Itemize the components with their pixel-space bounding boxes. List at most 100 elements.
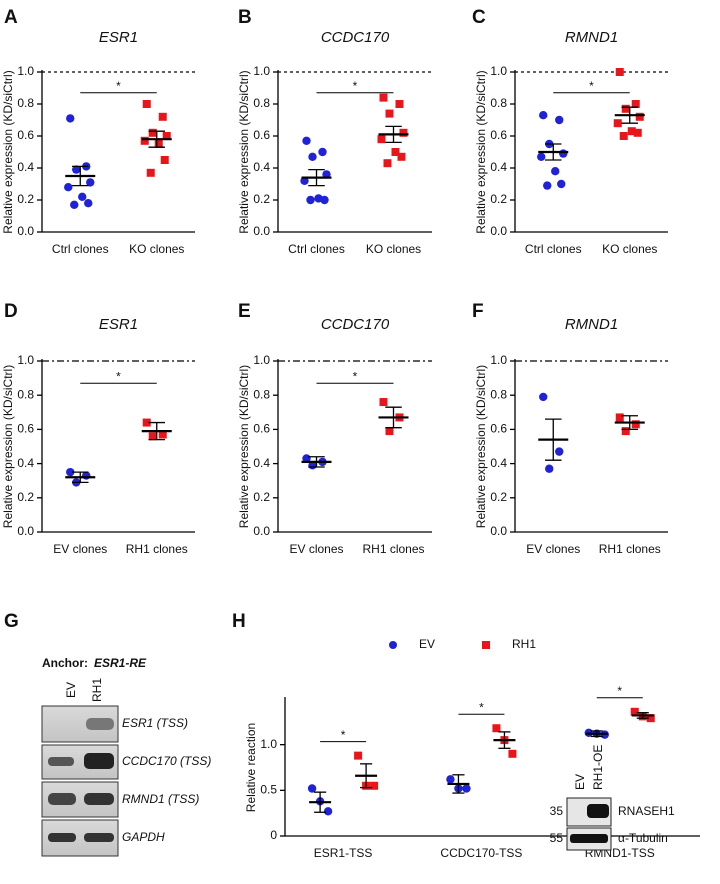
chart-title: RMND1 bbox=[565, 29, 618, 46]
y-tick-label: 0.0 bbox=[17, 224, 34, 238]
data-point bbox=[148, 128, 157, 137]
x-tick-label: Ctrl clones bbox=[525, 242, 582, 256]
data-point bbox=[399, 128, 408, 137]
data-point bbox=[302, 136, 311, 145]
significance-label: * bbox=[341, 728, 346, 742]
chart-title: ESR1 bbox=[99, 316, 138, 333]
data-point bbox=[627, 127, 636, 136]
data-point bbox=[142, 418, 151, 427]
y-tick-label: 0.8 bbox=[17, 387, 34, 401]
panel-letter: F bbox=[472, 301, 484, 322]
y-tick-label: 0.4 bbox=[253, 456, 270, 470]
legend-marker bbox=[389, 641, 397, 649]
chart-title: RMND1 bbox=[565, 316, 618, 333]
data-point bbox=[78, 192, 87, 201]
y-tick-label: 0.2 bbox=[253, 192, 270, 206]
chart-title: ESR1 bbox=[99, 29, 138, 46]
y-tick-label: 0.0 bbox=[490, 224, 507, 238]
anchor-label: Anchor: bbox=[42, 656, 88, 670]
data-point bbox=[72, 165, 81, 174]
anchor-name: ESR1-RE bbox=[94, 656, 147, 670]
chart-title: CCDC170 bbox=[321, 29, 390, 46]
x-tick-label: CCDC170-TSS bbox=[440, 846, 522, 860]
blot-marker: 55 bbox=[550, 831, 564, 845]
data-point bbox=[86, 178, 95, 187]
data-point bbox=[146, 168, 155, 177]
y-axis-label: Relative expression (KD/siCtrl) bbox=[474, 365, 488, 528]
data-point bbox=[635, 112, 644, 121]
data-point bbox=[64, 183, 73, 192]
data-point bbox=[615, 413, 624, 422]
y-tick-label: 1.0 bbox=[490, 64, 507, 78]
y-tick-label: 0.0 bbox=[253, 224, 270, 238]
data-point bbox=[539, 392, 548, 402]
y-tick-label: 0.6 bbox=[17, 422, 34, 436]
panel-letter: B bbox=[238, 7, 252, 28]
y-tick-label: 1.0 bbox=[253, 353, 270, 367]
data-point bbox=[383, 159, 392, 168]
significance-label: * bbox=[617, 684, 622, 698]
x-tick-label: EV clones bbox=[289, 542, 343, 556]
y-tick-label: 0.8 bbox=[253, 96, 270, 110]
data-point bbox=[70, 200, 79, 209]
y-tick-label: 0.2 bbox=[490, 192, 507, 206]
y-tick-label: 0.4 bbox=[17, 160, 34, 174]
blot-band bbox=[570, 834, 608, 843]
y-tick-label: 0.6 bbox=[490, 128, 507, 142]
data-point bbox=[446, 775, 455, 784]
data-point bbox=[300, 176, 309, 185]
y-axis-label: Relative expression (KD/siCtrl) bbox=[237, 365, 251, 528]
data-point bbox=[631, 100, 640, 108]
data-point bbox=[630, 707, 639, 716]
data-point bbox=[140, 136, 149, 145]
chart-title: CCDC170 bbox=[321, 316, 390, 333]
significance-label: * bbox=[116, 79, 121, 93]
data-point bbox=[557, 179, 566, 189]
y-tick-label: 0.8 bbox=[490, 387, 507, 401]
y-tick-label: 0.0 bbox=[253, 524, 270, 538]
blot-marker: 35 bbox=[550, 804, 564, 818]
y-axis-label: Relative expression (KD/siCtrl) bbox=[474, 70, 488, 233]
x-tick-label: KO clones bbox=[602, 242, 657, 256]
y-tick-label: 1.0 bbox=[490, 353, 507, 367]
data-point bbox=[84, 199, 93, 208]
x-tick-label: KO clones bbox=[366, 242, 421, 256]
data-point bbox=[508, 749, 517, 758]
blot-label: α-Tubulin bbox=[618, 831, 668, 845]
panel-letter: G bbox=[4, 611, 19, 632]
data-point bbox=[154, 140, 163, 148]
y-tick-label: 0 bbox=[270, 828, 277, 842]
x-tick-label: EV clones bbox=[53, 542, 107, 556]
band-label: CCDC170 (TSS) bbox=[122, 754, 211, 768]
legend-marker bbox=[482, 641, 490, 649]
data-point bbox=[633, 128, 642, 137]
significance-label: * bbox=[353, 79, 358, 93]
y-tick-label: 0.4 bbox=[17, 456, 34, 470]
data-point bbox=[306, 195, 315, 205]
y-tick-label: 0.0 bbox=[17, 524, 34, 538]
y-tick-label: 0.4 bbox=[490, 160, 507, 174]
x-tick-label: Ctrl clones bbox=[288, 242, 345, 256]
data-point bbox=[158, 430, 167, 439]
data-point bbox=[320, 195, 329, 205]
data-point bbox=[539, 111, 548, 120]
data-point bbox=[148, 432, 157, 441]
data-point bbox=[397, 152, 406, 161]
panel-letter: D bbox=[4, 301, 18, 322]
y-axis-label: Relative expression (KD/siCtrl) bbox=[1, 70, 15, 233]
band-label: RMND1 (TSS) bbox=[122, 792, 199, 806]
data-point bbox=[395, 100, 404, 108]
x-tick-label: KO clones bbox=[129, 242, 184, 256]
data-point bbox=[543, 181, 552, 190]
data-point bbox=[377, 135, 386, 144]
data-point bbox=[555, 447, 564, 456]
data-point bbox=[379, 93, 388, 102]
data-point bbox=[66, 114, 75, 123]
data-point bbox=[619, 132, 628, 140]
significance-label: * bbox=[116, 369, 121, 383]
y-tick-label: 1.0 bbox=[253, 64, 270, 78]
data-point bbox=[308, 152, 317, 161]
y-tick-label: 0.8 bbox=[17, 96, 34, 110]
data-point bbox=[385, 109, 394, 118]
panel-letter: E bbox=[238, 301, 251, 322]
